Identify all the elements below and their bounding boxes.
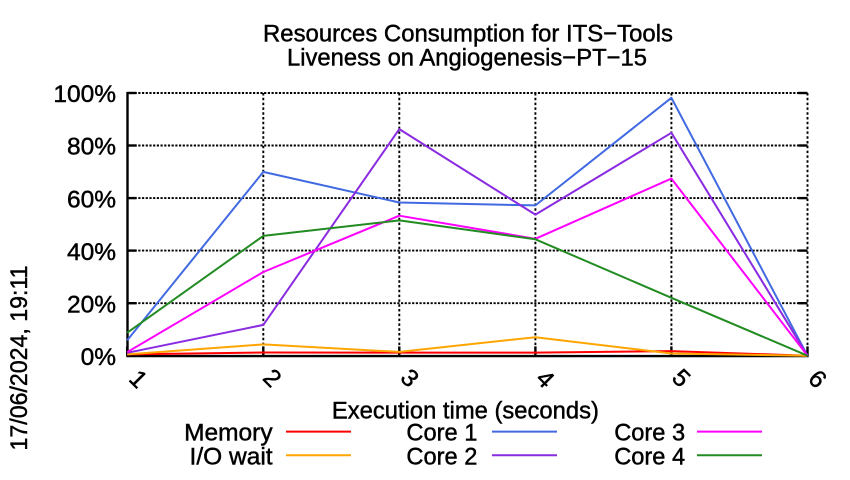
svg-text:Liveness on Angiogenesis−PT−15: Liveness on Angiogenesis−PT−15 [287, 45, 647, 72]
svg-text:17/06/2024, 19:11: 17/06/2024, 19:11 [6, 266, 33, 451]
svg-text:I/O wait: I/O wait [190, 443, 273, 470]
svg-text:80%: 80% [67, 134, 116, 161]
svg-text:Core 3: Core 3 [614, 420, 685, 447]
svg-text:Core 1: Core 1 [406, 420, 477, 447]
svg-text:Core 4: Core 4 [614, 443, 685, 470]
svg-text:20%: 20% [67, 291, 116, 318]
svg-text:100%: 100% [53, 81, 116, 108]
svg-text:Resources Consumption for ITS−: Resources Consumption for ITS−Tools [263, 21, 673, 48]
svg-text:Memory: Memory [184, 420, 273, 447]
svg-text:60%: 60% [67, 186, 116, 213]
svg-text:0%: 0% [81, 344, 116, 371]
svg-text:Core 2: Core 2 [406, 443, 477, 470]
svg-text:40%: 40% [67, 239, 116, 266]
svg-text:Execution time (seconds): Execution time (seconds) [332, 398, 599, 425]
